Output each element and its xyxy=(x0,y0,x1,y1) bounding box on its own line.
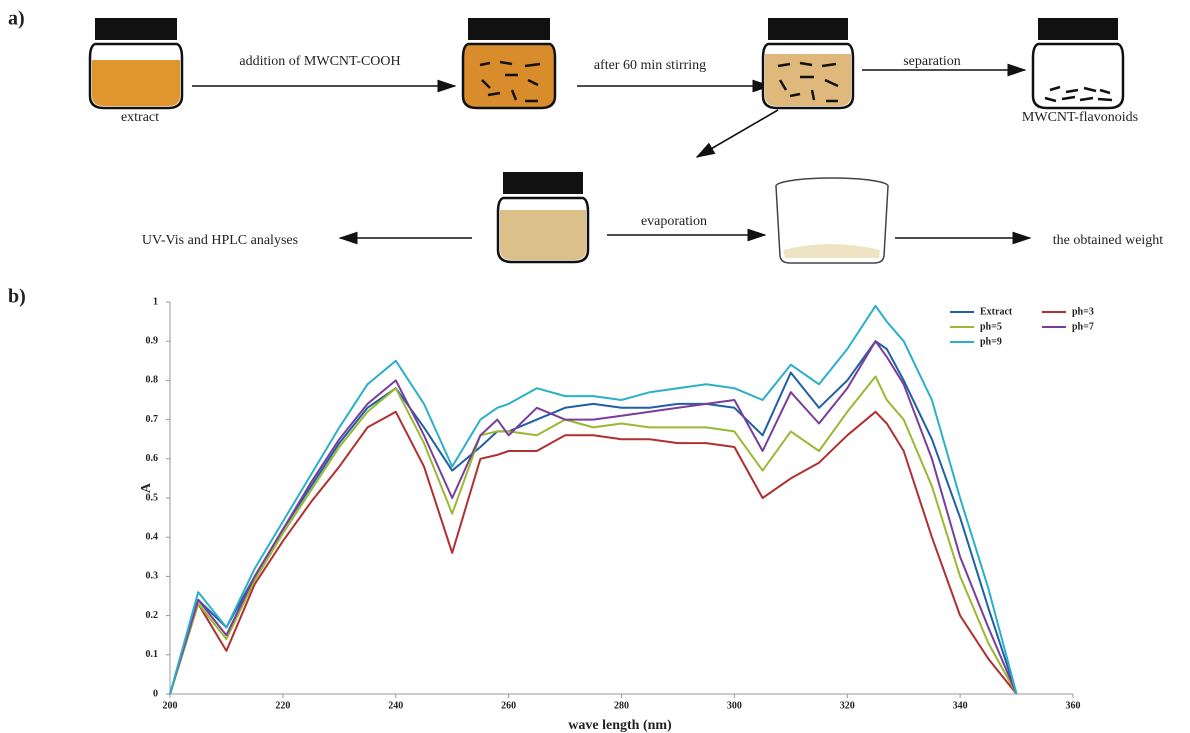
liquid xyxy=(500,210,586,260)
y-tick-label: 0.8 xyxy=(146,375,159,386)
liquid xyxy=(765,54,851,106)
label: addition of MWCNT-COOH xyxy=(239,54,400,69)
y-tick-label: 0.4 xyxy=(146,531,159,542)
label: UV-Vis and HPLC analyses xyxy=(142,233,298,248)
y-tick-label: 0.7 xyxy=(146,414,159,425)
beaker xyxy=(776,178,888,263)
y-tick-label: 0 xyxy=(153,688,158,699)
x-tick-label: 200 xyxy=(163,700,178,711)
label: MWCNT-flavonoids xyxy=(1022,110,1138,125)
x-tick-label: 240 xyxy=(388,700,403,711)
legend-label: Extract xyxy=(980,306,1013,317)
panel-label: b) xyxy=(8,286,26,308)
label: evaporation xyxy=(641,214,707,229)
jar-lid xyxy=(1038,18,1118,40)
x-axis-label: wave length (nm) xyxy=(568,718,672,733)
x-tick-label: 360 xyxy=(1066,700,1081,711)
label: after 60 min stirring xyxy=(594,58,706,73)
legend-label: ph=5 xyxy=(980,321,1002,332)
y-tick-label: 1 xyxy=(153,296,158,307)
jar-lid xyxy=(768,18,848,40)
panel-label: a) xyxy=(8,8,25,30)
jar-lid xyxy=(503,172,583,194)
chart: wave length (nm) A 00.10.20.30.40.50.60.… xyxy=(139,296,1094,733)
x-tick-label: 300 xyxy=(727,700,742,711)
label: separation xyxy=(903,54,961,69)
jar-lid xyxy=(95,18,177,40)
series-line xyxy=(170,341,1017,694)
x-tick-label: 280 xyxy=(614,700,629,711)
x-tick-label: 260 xyxy=(501,700,516,711)
series-line xyxy=(170,377,1017,695)
legend-label: ph=3 xyxy=(1072,306,1094,317)
series-line xyxy=(170,341,1017,694)
y-tick-label: 0.9 xyxy=(146,335,159,346)
x-tick-label: 220 xyxy=(275,700,290,711)
label: the obtained weight xyxy=(1053,233,1164,248)
series-line xyxy=(170,306,1017,694)
arrow xyxy=(697,110,778,157)
legend-label: ph=9 xyxy=(980,336,1002,347)
y-tick-label: 0.2 xyxy=(146,610,159,621)
series-line xyxy=(170,412,1017,694)
label: extract xyxy=(121,110,159,125)
liquid xyxy=(92,60,180,106)
y-tick-label: 0.3 xyxy=(146,571,159,582)
y-tick-label: 0.6 xyxy=(146,453,159,464)
y-tick-label: 0.5 xyxy=(146,492,159,503)
diagram: extract addition of MWCNT-COOH after 60 … xyxy=(90,18,1163,263)
x-tick-label: 340 xyxy=(953,700,968,711)
x-tick-label: 320 xyxy=(840,700,855,711)
jar-lid xyxy=(468,18,550,40)
y-tick-label: 0.1 xyxy=(146,649,159,660)
figure: a) b) extract addition of MWCNT-COOH aft… xyxy=(0,0,1190,733)
legend-label: ph=7 xyxy=(1072,321,1094,332)
